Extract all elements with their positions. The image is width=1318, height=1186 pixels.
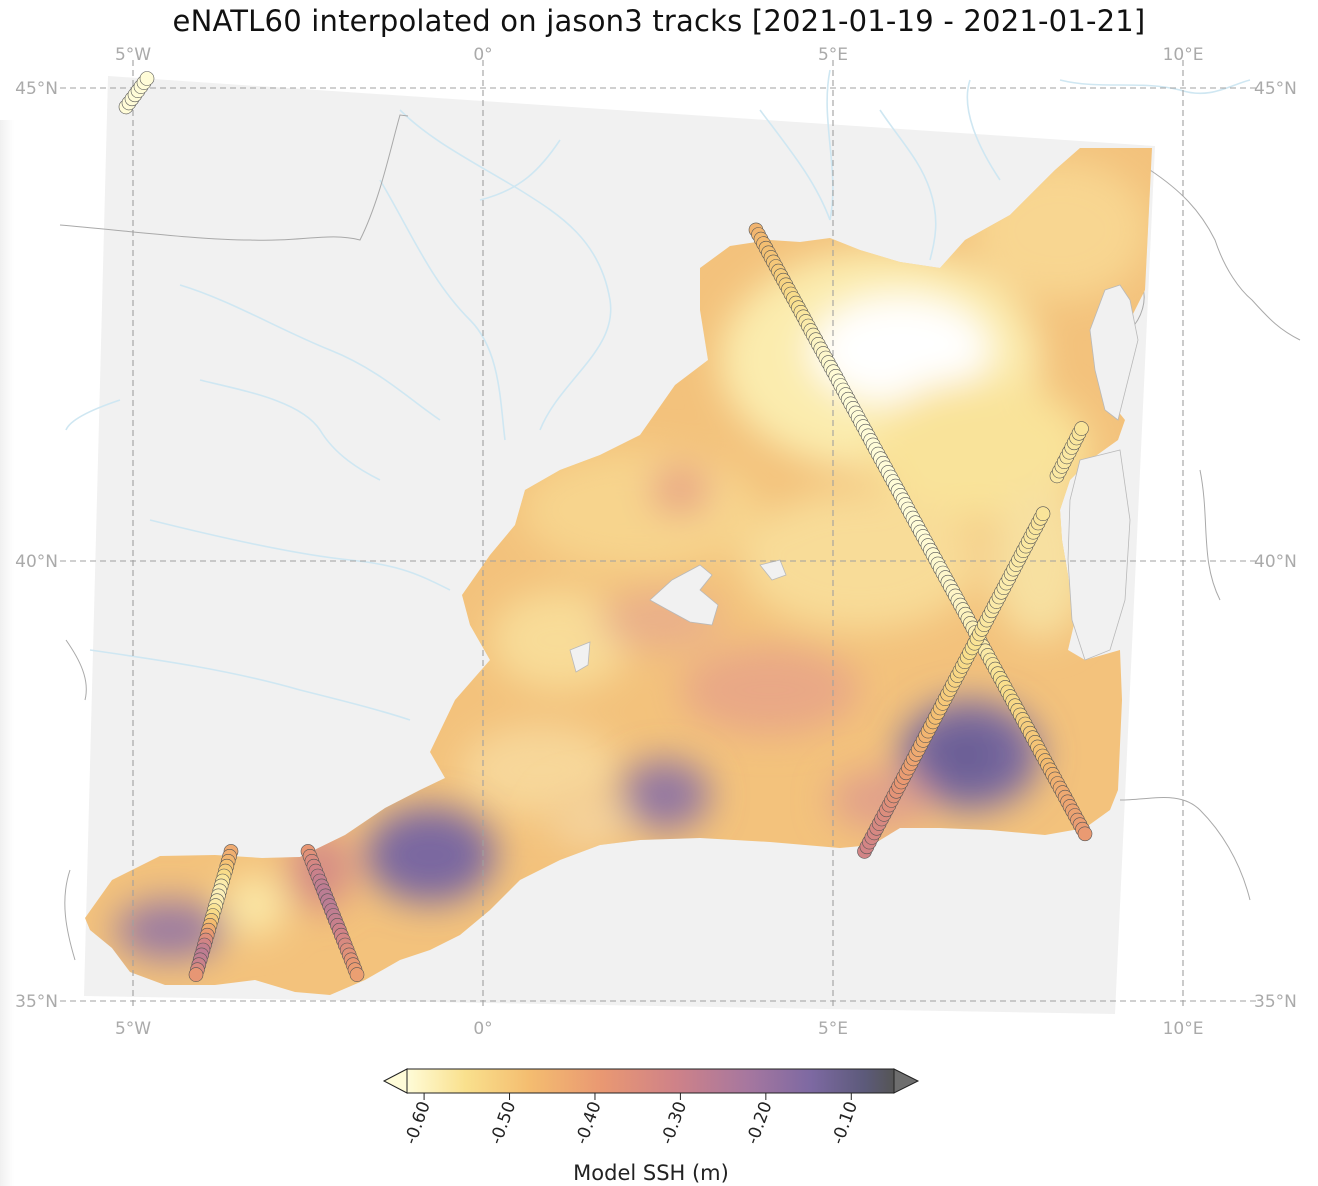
colorbar-min-extend xyxy=(382,1068,408,1094)
lon-tick-bottom: 5°E xyxy=(818,1019,848,1039)
lon-ticks-bottom: 5°W 0° 5°E 10°E xyxy=(115,1019,1204,1039)
coastlines xyxy=(59,114,1301,961)
track-4-point xyxy=(1035,506,1051,522)
island-ibiza xyxy=(569,641,591,673)
graticule xyxy=(60,60,1260,1010)
lat-tick-left: 35°N xyxy=(15,992,58,1012)
satellite-tracks xyxy=(118,71,1093,982)
track-1-point xyxy=(188,967,204,982)
lon-tick-bottom: 10°E xyxy=(1163,1019,1204,1039)
colorbar-tick-label: -0.40 xyxy=(572,1099,606,1147)
lon-tick-top: 0° xyxy=(473,45,492,65)
colorbar-ticks: -0.60 -0.50 -0.40 -0.30 -0.20 -0.10 xyxy=(401,1093,862,1147)
window-shadow xyxy=(0,120,14,1186)
track-3-point xyxy=(1077,826,1093,842)
track-2-point xyxy=(349,967,365,982)
island-corsica xyxy=(1089,284,1139,421)
island-menorca xyxy=(759,559,787,581)
lat-tick-left: 40°N xyxy=(15,552,58,572)
lon-tick-bottom: 5°W xyxy=(115,1019,151,1039)
track-6-point xyxy=(139,71,155,86)
lon-tick-bottom: 0° xyxy=(473,1019,492,1039)
track-5-point xyxy=(1074,421,1089,436)
lat-tick-right: 45°N xyxy=(1254,79,1297,99)
lon-ticks-top: 5°W 0° 5°E 10°E xyxy=(115,45,1204,65)
colorbar-max-extend xyxy=(893,1068,920,1094)
island-mallorca xyxy=(649,564,719,626)
colorbar: -0.60 -0.50 -0.40 -0.30 -0.20 -0.10 Model SSH… xyxy=(382,1068,920,1185)
lat-tick-right: 40°N xyxy=(1254,552,1297,572)
lon-tick-top: 5°W xyxy=(115,45,151,65)
lon-tick-top: 10°E xyxy=(1163,45,1204,65)
lat-ticks-left: 45°N 40°N 35°N xyxy=(15,79,58,1012)
colorbar-tick-label: -0.50 xyxy=(486,1099,520,1147)
colorbar-label: Model SSH (m) xyxy=(573,1161,729,1185)
colorbar-body xyxy=(406,1068,895,1094)
islands xyxy=(569,284,1139,673)
lon-tick-top: 5°E xyxy=(818,45,848,65)
island-sardinia xyxy=(1067,449,1131,661)
figure-title: eNATL60 interpolated on jason3 tracks [2… xyxy=(172,4,1146,38)
colorbar-tick-label: -0.30 xyxy=(657,1099,691,1147)
colorbar-tick-label: -0.20 xyxy=(743,1099,777,1147)
colorbar-tick-label: -0.60 xyxy=(401,1099,435,1147)
rivers xyxy=(65,69,1251,721)
lat-tick-right: 35°N xyxy=(1254,992,1297,1012)
lat-tick-left: 45°N xyxy=(15,79,58,99)
colorbar-tick-label: -0.10 xyxy=(828,1099,862,1147)
lat-ticks-right: 45°N 40°N 35°N xyxy=(1254,79,1297,1012)
